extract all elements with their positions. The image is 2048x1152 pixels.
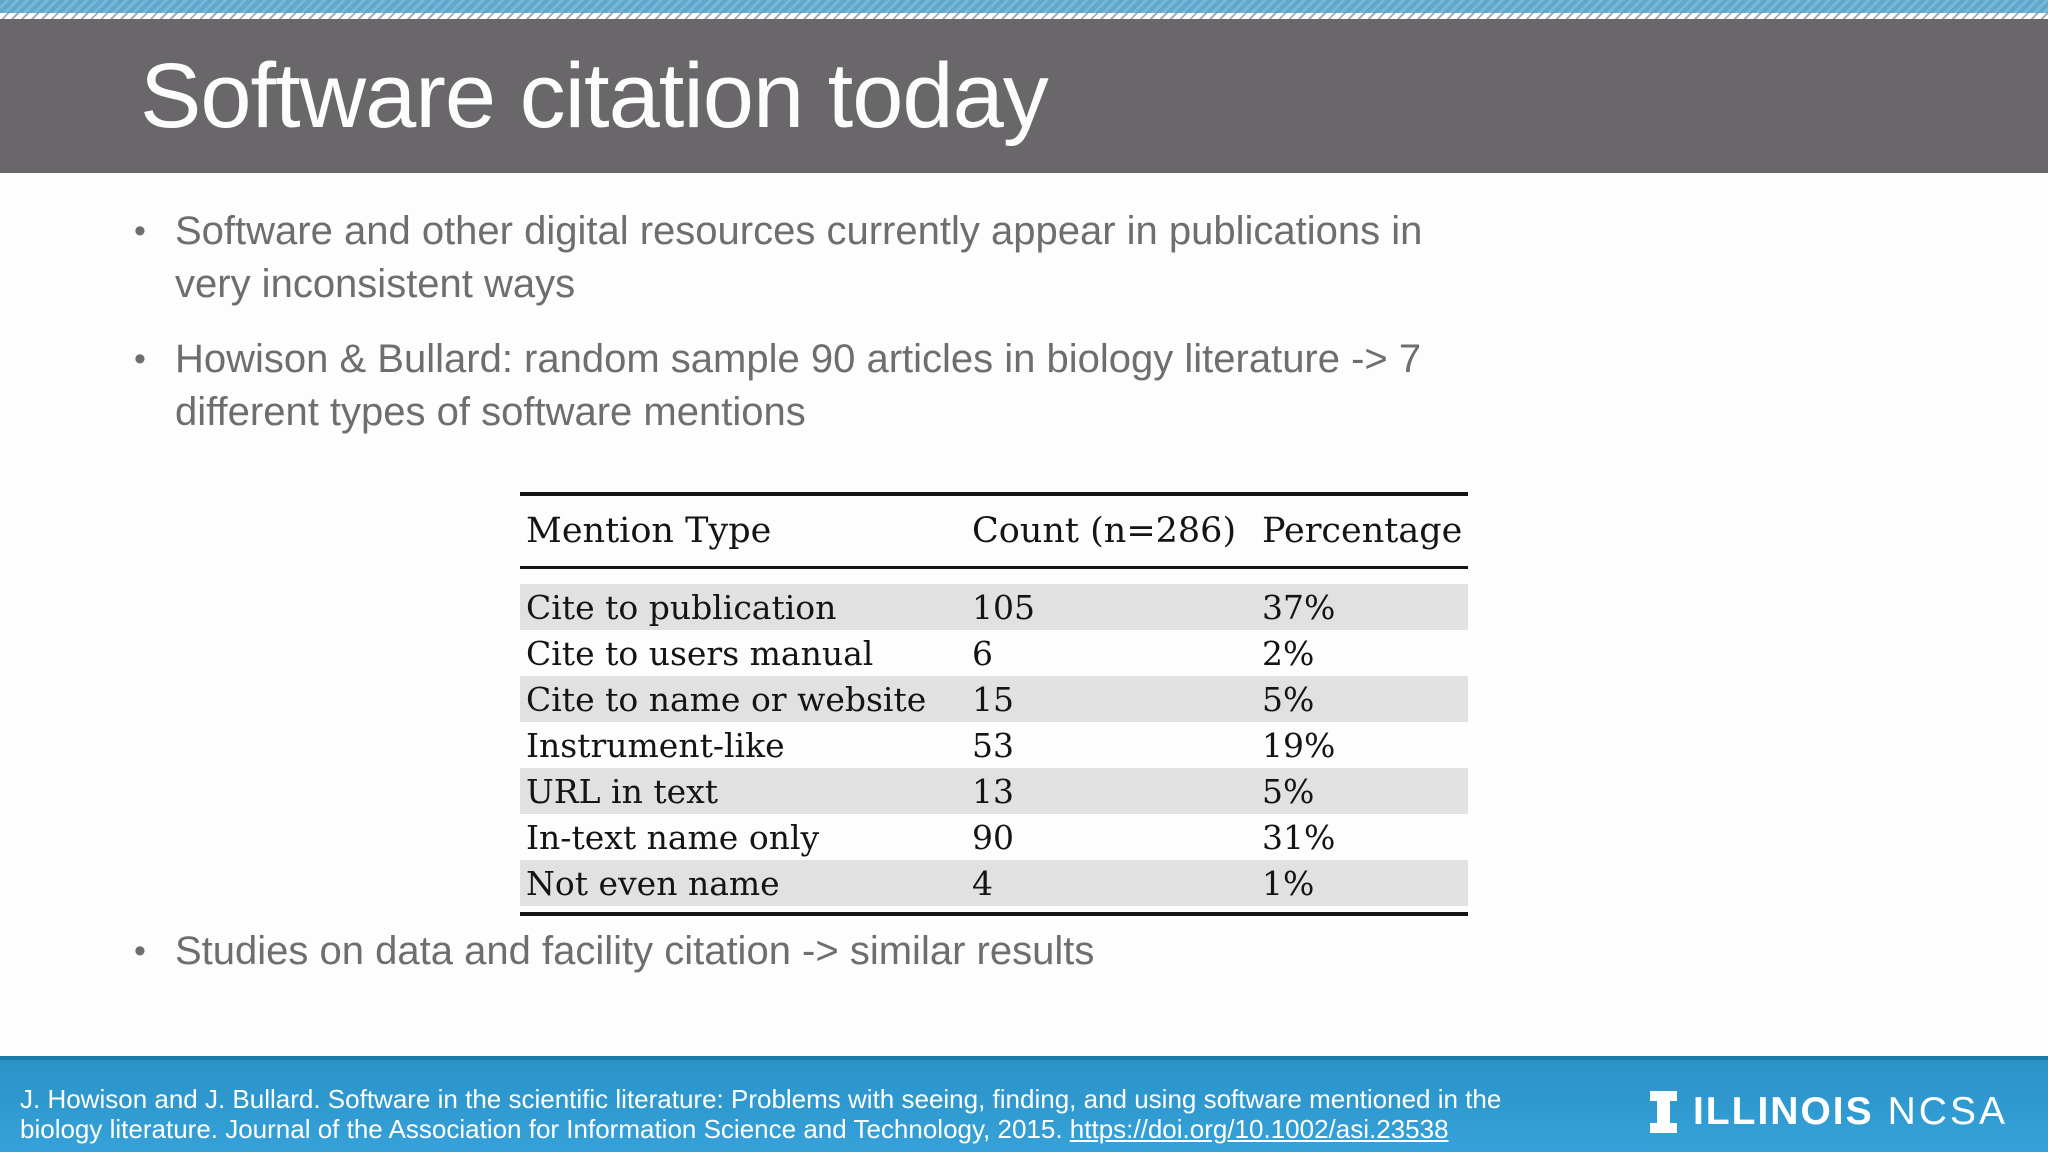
column-header-mention-type: Mention Type — [526, 511, 772, 551]
bullet-text: Studies on data and facility citation ->… — [175, 929, 1095, 973]
footer-bar: J. Howison and J. Bullard. Software in t… — [0, 1056, 2048, 1152]
bullet-marker: • — [134, 212, 146, 250]
bullet-marker: • — [134, 932, 146, 970]
top-stripe-band — [0, 13, 2048, 19]
top-accent-band — [0, 0, 2048, 13]
slide-header: Software citation today — [0, 19, 2048, 173]
table-row: Not even name 4 1% — [520, 860, 1468, 906]
table-row: Cite to name or website 15 5% — [520, 676, 1468, 722]
branding: ILLINOIS NCSA — [1649, 1090, 2008, 1134]
bullet-item: • Howison & Bullard: random sample 90 ar… — [134, 333, 1421, 439]
citation-text: J. Howison and J. Bullard. Software in t… — [20, 1084, 1502, 1144]
table-row: Instrument-like 53 19% — [526, 725, 1336, 765]
bullet-text: Howison & Bullard: random sample 90 arti… — [175, 337, 1422, 434]
column-header-count: Count (n=286) — [972, 511, 1237, 551]
bullet-marker: • — [134, 340, 146, 378]
table-row: In-text name only 90 31% — [526, 817, 1336, 857]
bullet-text: Software and other digital resources cur… — [175, 209, 1423, 306]
bullet-item: • Studies on data and facility citation … — [134, 925, 1094, 978]
mention-type-table: Mention Type Count (n=286) Percentage Ci… — [520, 492, 1468, 916]
bullet-item: • Software and other digital resources c… — [134, 205, 1422, 311]
table-spacer — [520, 569, 1468, 584]
illinois-block-i-icon — [1649, 1091, 1677, 1133]
column-header-percentage: Percentage — [1262, 511, 1463, 551]
doi-link[interactable]: https://doi.org/10.1002/asi.23538 — [1069, 1114, 1449, 1144]
brand-illinois: ILLINOIS — [1692, 1090, 1874, 1133]
table-row: Cite to users manual 6 2% — [526, 633, 1315, 673]
table-header-row: Mention Type Count (n=286) Percentage — [520, 496, 1468, 569]
table-row: URL in text 13 5% — [520, 768, 1468, 814]
slide-title: Software citation today — [140, 44, 1049, 147]
table-row: Cite to publication 105 37% — [520, 584, 1468, 630]
brand-ncsa: NCSA — [1887, 1090, 2008, 1133]
table-spacer — [520, 906, 1468, 912]
